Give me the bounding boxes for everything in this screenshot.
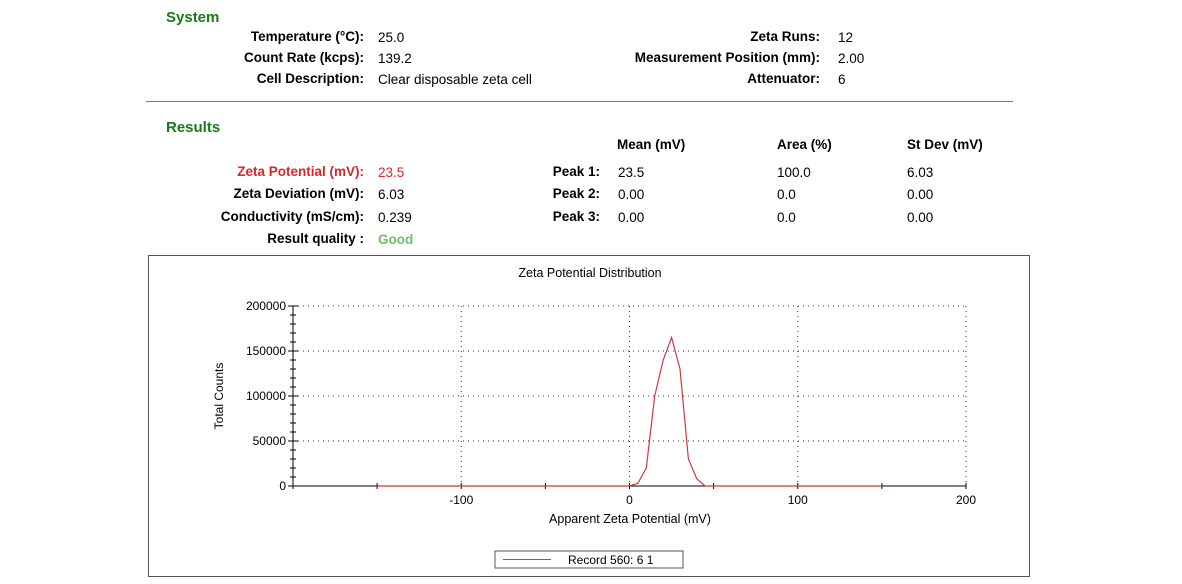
chart-title: Zeta Potential Distribution <box>518 266 661 280</box>
stdev-header: St Dev (mV) <box>907 137 983 152</box>
cell-description-label: Cell Description: <box>256 71 364 86</box>
peak-1-area: 100.0 <box>777 165 811 180</box>
result-quality-value: Good <box>378 232 414 247</box>
chart-axes <box>288 305 967 489</box>
zeta-potential-chart: Zeta Potential Distribution Total Counts… <box>212 266 976 569</box>
legend-box <box>494 550 684 569</box>
peak-1-stdev: 6.03 <box>907 165 934 180</box>
y-tick-label: 50000 <box>253 434 287 448</box>
zeta-runs-label: Zeta Runs: <box>750 29 820 44</box>
section-divider <box>146 101 1013 102</box>
peak-2-area: 0.0 <box>777 187 796 202</box>
peak-3-area: 0.0 <box>777 210 796 225</box>
chart-series <box>377 335 882 487</box>
x-tick-label: 100 <box>788 493 808 507</box>
result-quality-label: Result quality : <box>267 231 364 246</box>
series-line-0 <box>377 335 882 487</box>
mean-header: Mean (mV) <box>617 137 686 152</box>
zeta-deviation-label: Zeta Deviation (mV): <box>233 186 364 201</box>
cell-description-value: Clear disposable zeta cell <box>378 72 532 87</box>
zeta-runs-value: 12 <box>838 30 854 45</box>
attenuator-value: 6 <box>838 72 846 87</box>
count-rate-label: Count Rate (kcps): <box>243 50 364 65</box>
peak-1-mean: 23.5 <box>618 165 645 180</box>
zeta-potential-value: 23.5 <box>378 165 405 180</box>
chart-grid <box>293 305 967 486</box>
chart-legend: Record 560: 6 1 <box>494 550 684 569</box>
y-axis-label: Total Counts <box>212 363 226 430</box>
results-section-title: Results <box>166 119 221 136</box>
system-section-title: System <box>166 9 220 26</box>
x-tick-label: 0 <box>626 493 633 507</box>
peak-2-label: Peak 2: <box>552 186 600 201</box>
zeta-potential-label: Zeta Potential (mV): <box>237 164 364 179</box>
conductivity-label: Conductivity (mS/cm): <box>220 209 364 224</box>
x-axis-label: Apparent Zeta Potential (mV) <box>549 512 711 526</box>
area-header: Area (%) <box>777 137 832 152</box>
peak-3-label: Peak 3: <box>552 209 600 224</box>
zeta-deviation-value: 6.03 <box>378 187 405 202</box>
y-tick-label: 150000 <box>246 344 286 358</box>
x-tick-label: 200 <box>956 493 976 507</box>
chart-tick-labels: 0 50000 100000 150000 200000 -100 0 100 200 <box>246 299 976 507</box>
y-tick-label: 200000 <box>246 299 286 313</box>
peak-3-mean: 0.00 <box>618 210 645 225</box>
x-tick-label: -100 <box>449 493 473 507</box>
count-rate-value: 139.2 <box>378 51 412 66</box>
legend-label: Record 560: 6 1 <box>568 553 654 567</box>
conductivity-value: 0.239 <box>378 210 412 225</box>
peak-1-label: Peak 1: <box>552 164 600 179</box>
peak-3-stdev: 0.00 <box>907 210 934 225</box>
y-tick-label: 100000 <box>246 389 286 403</box>
chart-frame: Zeta Potential Distribution Total Counts… <box>148 255 1030 577</box>
y-tick-label: 0 <box>279 479 286 493</box>
temperature-value: 25.0 <box>378 30 405 45</box>
measurement-position-label: Measurement Position (mm): <box>634 50 820 65</box>
temperature-label: Temperature (°C): <box>250 29 364 44</box>
measurement-position-value: 2.00 <box>838 51 865 66</box>
peak-2-mean: 0.00 <box>618 187 645 202</box>
peak-2-stdev: 0.00 <box>907 187 934 202</box>
attenuator-label: Attenuator: <box>747 71 820 86</box>
